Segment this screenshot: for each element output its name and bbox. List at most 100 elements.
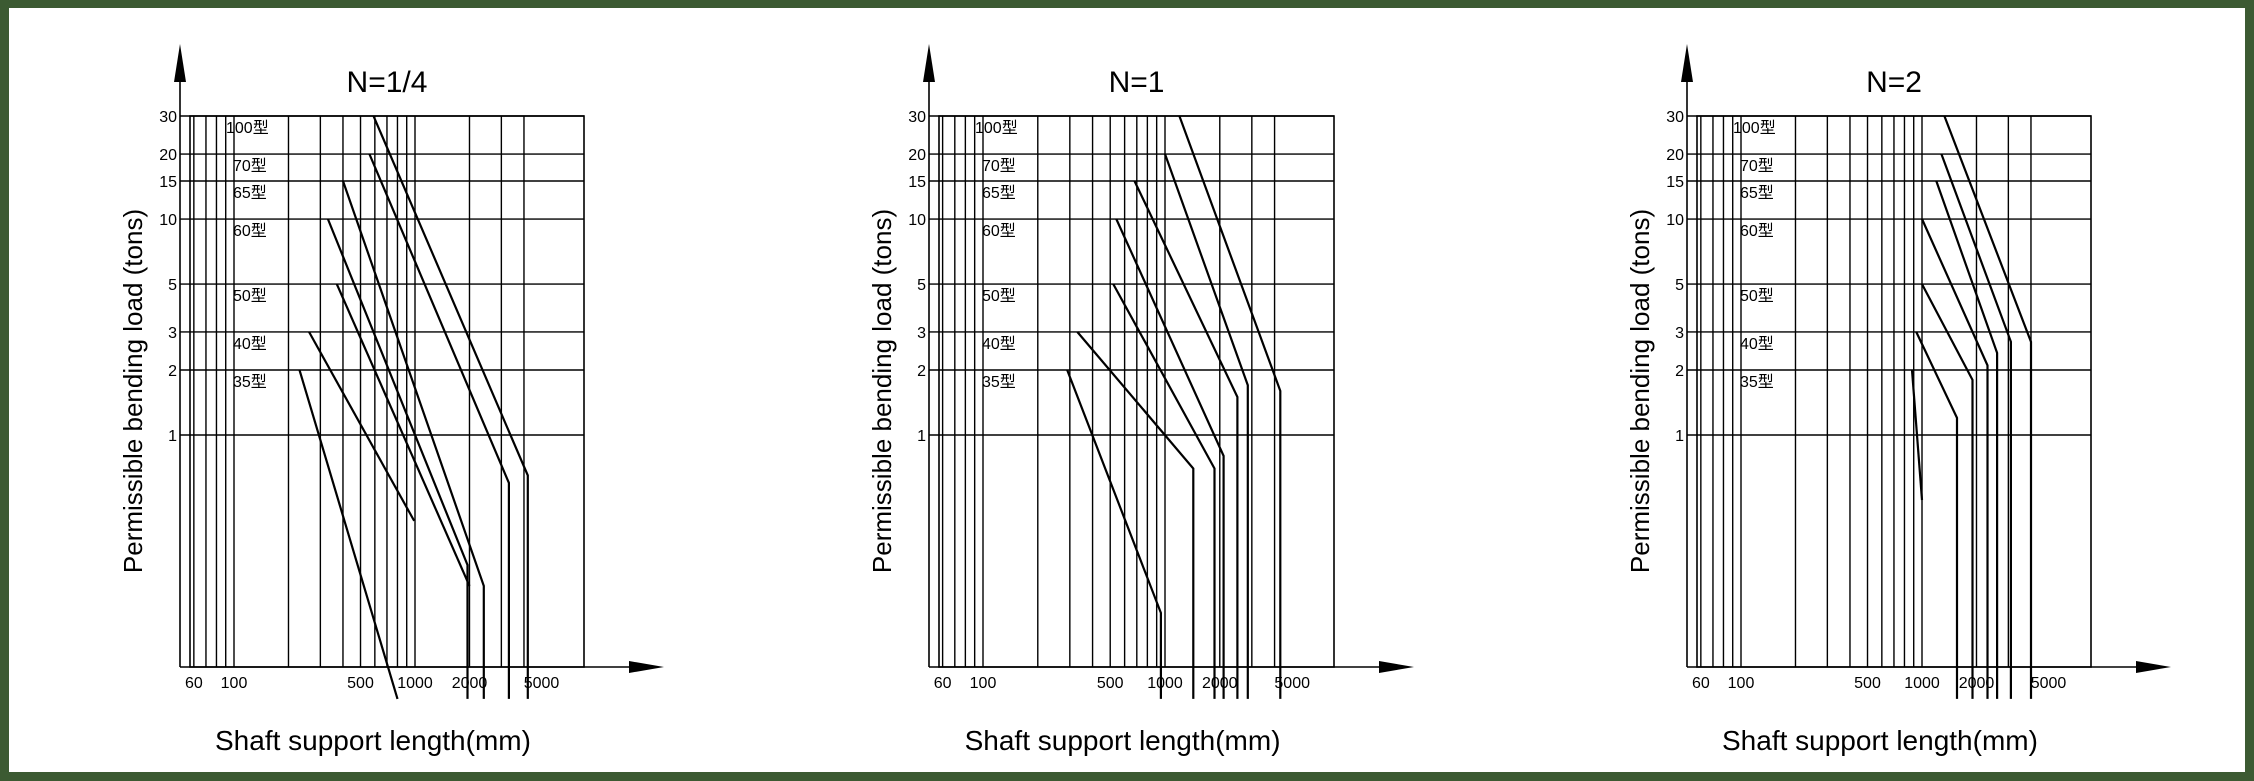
series-line-65型 [1133, 180, 1239, 699]
x-axis-label: Shaft support length(mm) [965, 725, 1281, 756]
x-tick-label-100: 100 [1728, 675, 1755, 692]
x-tick-label-60: 60 [934, 675, 952, 692]
y-tick-label-30: 30 [159, 109, 177, 126]
model-label: 60型 [1740, 222, 1774, 240]
y-tick-label-15: 15 [159, 174, 177, 191]
x-tick-label-5000: 5000 [1274, 675, 1310, 692]
y-tick-label-10: 10 [1666, 212, 1684, 229]
y-tick-label-20: 20 [1666, 147, 1684, 164]
y-tick-label-15: 15 [908, 174, 926, 191]
series-line-60型 [1920, 218, 1989, 699]
y-axis-arrow [174, 44, 186, 82]
x-tick-label-500: 500 [347, 675, 374, 692]
y-tick-label-3: 3 [168, 325, 177, 342]
chart-title: N=1 [1109, 66, 1165, 99]
y-tick-label-1: 1 [917, 428, 926, 445]
y-tick-label-2: 2 [168, 363, 177, 380]
y-axis-label: Permissible bending load (tons) [1625, 209, 1655, 573]
y-tick-label-20: 20 [908, 147, 926, 164]
x-tick-label-2000: 2000 [1959, 675, 1995, 692]
model-label: 65型 [982, 184, 1016, 202]
series-line-60型 [326, 218, 469, 699]
x-tick-label-500: 500 [1854, 675, 1881, 692]
y-tick-label-2: 2 [1675, 363, 1684, 380]
x-tick-label-500: 500 [1097, 675, 1124, 692]
series-line-60型 [1115, 218, 1225, 699]
model-label: 65型 [233, 184, 267, 202]
model-label: 40型 [233, 335, 267, 353]
model-label: 40型 [982, 335, 1016, 353]
series-line-40型 [1076, 331, 1195, 699]
series-line-70型 [368, 153, 510, 699]
series-line-35型 [298, 369, 399, 700]
model-label: 50型 [1740, 287, 1774, 305]
model-label: 35型 [982, 373, 1016, 391]
x-axis-arrow [2136, 661, 2171, 673]
series-line-35型 [1066, 369, 1163, 699]
x-tick-label-2000: 2000 [1202, 675, 1238, 692]
y-tick-label-30: 30 [908, 109, 926, 126]
y-tick-label-1: 1 [168, 428, 177, 445]
y-tick-label-10: 10 [908, 212, 926, 229]
series-line-50型 [1112, 283, 1216, 699]
y-axis-arrow [923, 44, 935, 82]
x-axis-label: Shaft support length(mm) [1722, 725, 2038, 756]
y-tick-label-5: 5 [1675, 277, 1684, 294]
y-axis-label: Permissible bending load (tons) [118, 209, 148, 573]
series-line-50型 [1921, 283, 1974, 699]
x-tick-label-1000: 1000 [1147, 675, 1183, 692]
chart-panel-2: N=1 Permissible bending load (tons) Shaft … [867, 44, 1414, 756]
model-label: 35型 [233, 373, 267, 391]
x-tick-label-1000: 1000 [1904, 675, 1940, 692]
y-axis-label: Permissible bending load (tons) [867, 209, 897, 573]
model-label: 100型 [975, 119, 1018, 137]
x-axis-arrow [1379, 661, 1414, 673]
x-tick-label-1000: 1000 [397, 675, 433, 692]
chart-panel-1: N=1/4 Permissible bending load (tons) Shaf… [118, 44, 664, 756]
model-label: 100型 [226, 119, 269, 137]
model-label: 40型 [1740, 335, 1774, 353]
y-tick-label-15: 15 [1666, 174, 1684, 191]
y-tick-label-20: 20 [159, 147, 177, 164]
series-line-70型 [1163, 153, 1249, 699]
y-tick-label-5: 5 [917, 277, 926, 294]
x-tick-label-5000: 5000 [2031, 675, 2067, 692]
model-label: 50型 [233, 287, 267, 305]
series-line-35型 [1910, 369, 1924, 501]
series-line-65型 [341, 180, 485, 699]
x-tick-label-60: 60 [1692, 675, 1710, 692]
x-tick-label-100: 100 [221, 675, 248, 692]
x-axis-label: Shaft support length(mm) [215, 725, 531, 756]
x-tick-label-2000: 2000 [452, 675, 488, 692]
y-tick-label-2: 2 [917, 363, 926, 380]
x-tick-label-60: 60 [185, 675, 203, 692]
y-tick-label-3: 3 [1675, 325, 1684, 342]
model-label: 100型 [1733, 119, 1776, 137]
y-tick-label-5: 5 [168, 277, 177, 294]
series-line-65型 [1935, 180, 1999, 699]
model-label: 70型 [233, 157, 267, 175]
chart-title: N=1/4 [347, 66, 428, 99]
chart-panel-3: N=2 Permissible bending load (tons) Shaft … [1625, 44, 2171, 756]
model-label: 60型 [982, 222, 1016, 240]
model-label: 50型 [982, 287, 1016, 305]
series-line-50型 [335, 283, 471, 587]
y-axis-arrow [1681, 44, 1693, 82]
y-tick-label-1: 1 [1675, 428, 1684, 445]
series-line-70型 [1940, 153, 2013, 699]
model-label: 65型 [1740, 184, 1774, 202]
x-tick-label-100: 100 [970, 675, 997, 692]
series-line-100型 [1943, 115, 2033, 699]
series-line-40型 [308, 331, 416, 522]
chart-title: N=2 [1866, 66, 1922, 99]
y-tick-label-10: 10 [159, 212, 177, 229]
model-label: 70型 [1740, 157, 1774, 175]
x-axis-arrow [629, 661, 664, 673]
series-line-100型 [372, 115, 529, 699]
series-line-40型 [1915, 331, 1959, 699]
y-tick-label-3: 3 [917, 325, 926, 342]
model-label: 70型 [982, 157, 1016, 175]
y-tick-label-30: 30 [1666, 109, 1684, 126]
model-label: 35型 [1740, 373, 1774, 391]
